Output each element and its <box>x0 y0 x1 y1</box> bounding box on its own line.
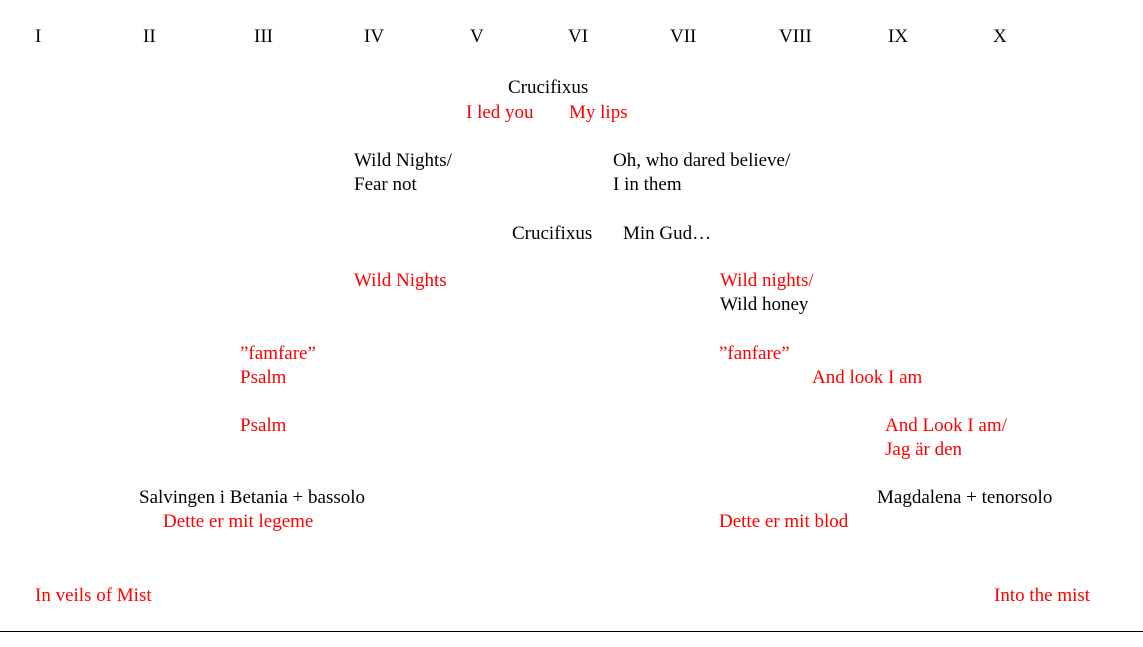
score-entry-line: Dette er mit legeme <box>163 511 314 532</box>
section-numeral-vi: VI <box>568 26 589 47</box>
score-entry-wild-nights-wild-honey: Wild nights/Wild honey <box>720 269 814 317</box>
score-entry-line: My lips <box>569 102 628 123</box>
score-entry-wild-nights-fear-not: Wild Nights/Fear not <box>354 149 452 197</box>
score-entry-into-the-mist: Into the mist <box>994 584 1090 608</box>
score-entry-line: Crucifixus <box>508 77 589 98</box>
section-numeral-viii: VIII <box>779 26 812 47</box>
score-entry-and-look-i-am: And look I am <box>812 366 922 390</box>
score-entry-dette-er-mit-legeme: Dette er mit legeme <box>163 510 313 534</box>
score-entry-line: Oh, who dared believe/ <box>613 150 791 171</box>
score-entry-in-veils-of-mist: In veils of Mist <box>35 584 152 608</box>
score-entry-line: Min Gud… <box>623 223 712 244</box>
section-numeral-iii: III <box>254 26 273 47</box>
score-entry-line: Wild Nights/ <box>354 150 452 171</box>
score-entry-line: Wild Nights <box>354 270 447 291</box>
score-entry-oh-who-dared-believe: Oh, who dared believe/I in them <box>613 149 790 197</box>
score-entry-line: In veils of Mist <box>35 585 152 606</box>
score-entry-line: I led you <box>466 102 534 123</box>
section-numeral-vii: VII <box>670 26 697 47</box>
score-entry-dette-er-mit-blod: Dette er mit blod <box>719 510 848 534</box>
section-numeral-i: I <box>35 26 42 47</box>
score-entry-line: Psalm <box>240 367 287 388</box>
score-entry-line: I in them <box>613 174 682 195</box>
score-entry-crucifixus-2: Crucifixus <box>512 222 592 246</box>
section-numeral-v: V <box>470 26 484 47</box>
score-entry-salvingen-i-betania: Salvingen i Betania + bassolo <box>139 486 365 510</box>
score-entry-line: Psalm <box>240 415 287 436</box>
score-entry-line: Magdalena + tenorsolo <box>877 487 1053 508</box>
score-entry-line: Fear not <box>354 174 417 195</box>
score-entry-line: And Look I am/ <box>885 415 1007 436</box>
score-entry-line: Salvingen i Betania + bassolo <box>139 487 366 508</box>
section-numeral-x: X <box>993 26 1007 47</box>
score-entry-psalm-2: Psalm <box>240 414 286 438</box>
score-entry-line: ”famfare” <box>240 343 316 364</box>
score-entry-i-led-you: I led you <box>466 101 534 125</box>
score-entry-min-gud: Min Gud… <box>623 222 711 246</box>
score-entry-line: Wild nights/ <box>720 270 814 291</box>
score-entry-line: ”fanfare” <box>719 343 790 364</box>
score-entry-line: And look I am <box>812 367 923 388</box>
score-entry-famfare-psalm: ”famfare” Psalm <box>240 342 316 390</box>
score-entry-line: Dette er mit blod <box>719 511 849 532</box>
score-entry-my-lips: My lips <box>569 101 628 125</box>
section-numeral-ii: II <box>143 26 156 47</box>
score-entry-crucifixus-1: Crucifixus <box>508 76 588 100</box>
score-entry-line: Crucifixus <box>512 223 593 244</box>
footer-divider <box>0 631 1143 632</box>
score-entry-and-look-i-am-jag-ar-den: And Look I am/Jag är den <box>885 414 1007 462</box>
score-entry-magdalena-tenorsolo: Magdalena + tenorsolo <box>877 486 1052 510</box>
score-entry-line: Jag är den <box>885 439 963 460</box>
score-entry-wild-nights-red: Wild Nights <box>354 269 447 293</box>
section-numeral-ix: IX <box>888 26 909 47</box>
score-entry-line: Wild honey <box>720 294 809 315</box>
section-numeral-iv: IV <box>364 26 385 47</box>
section-numeral-row: I II III IV V VI VII VIII IX X <box>0 0 1143 62</box>
score-entry-line: Into the mist <box>994 585 1091 606</box>
score-entry-fanfare: ”fanfare” <box>719 342 790 366</box>
